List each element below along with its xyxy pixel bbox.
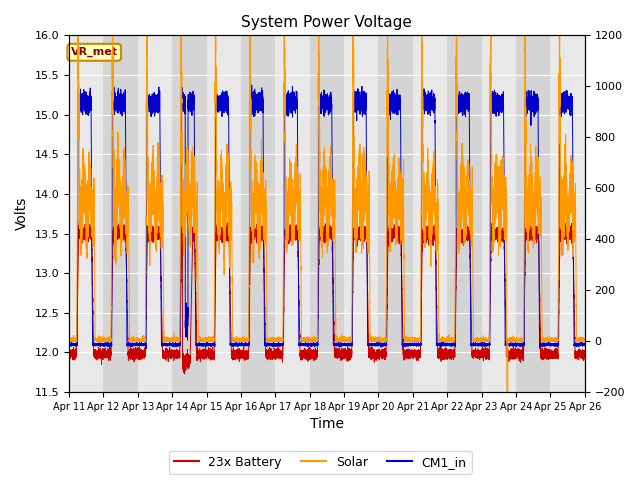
Bar (172, 36, 207, 392)
Y-axis label: Volts: Volts (15, 197, 29, 230)
Bar (241, 36, 275, 392)
Bar (447, 36, 482, 392)
Title: System Power Voltage: System Power Voltage (241, 15, 412, 30)
Legend: 23x Battery, Solar, CM1_in: 23x Battery, Solar, CM1_in (168, 451, 472, 474)
X-axis label: Time: Time (310, 418, 344, 432)
Bar (310, 36, 344, 392)
Bar (516, 36, 550, 392)
Bar (585, 36, 619, 392)
Text: VR_met: VR_met (71, 47, 118, 58)
Bar (378, 36, 413, 392)
Bar (104, 36, 138, 392)
